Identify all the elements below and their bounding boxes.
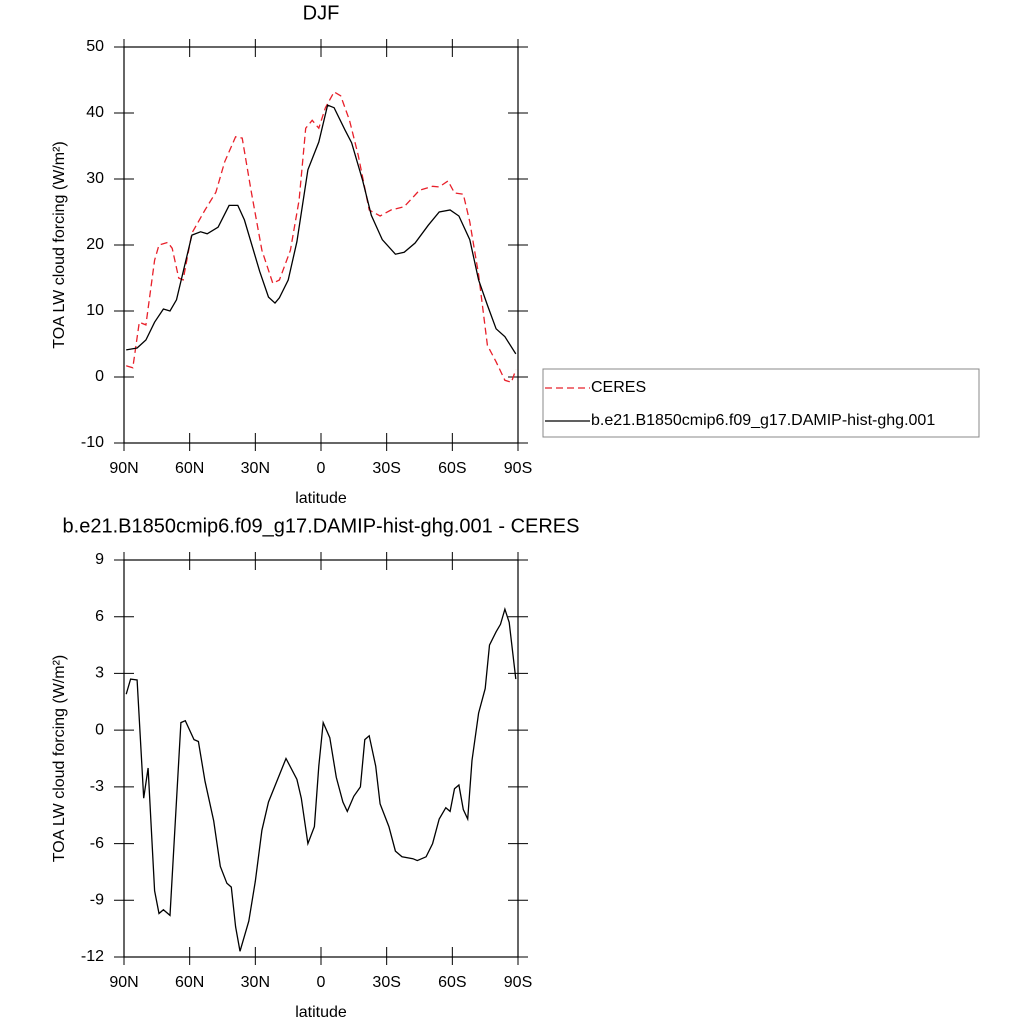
x-tick-label: 60N [175, 460, 204, 477]
y-tick-label: -12 [81, 948, 104, 965]
x-tick-label: 90S [504, 974, 532, 991]
x-tick-label: 60N [175, 974, 204, 991]
y-tick-label: -3 [90, 778, 104, 795]
y-tick-label: 9 [95, 551, 104, 568]
x-tick-label: 30N [241, 460, 270, 477]
y-tick-label: 3 [95, 665, 104, 682]
x-tick-label: 0 [317, 974, 326, 991]
y-tick-label: 0 [95, 368, 104, 385]
chart-title: DJF [303, 2, 340, 24]
x-tick-label: 30S [372, 974, 400, 991]
x-tick-label: 60S [438, 460, 466, 477]
chart-title: b.e21.B1850cmip6.f09_g17.DAMIP-hist-ghg.… [63, 515, 580, 537]
y-tick-label: 0 [95, 721, 104, 738]
data-line [126, 90, 517, 384]
y-axis-label: TOA LW cloud forcing (W/m²) [51, 655, 68, 862]
y-tick-label: 20 [86, 236, 104, 253]
x-tick-label: 90N [109, 974, 138, 991]
y-axis-label: TOA LW cloud forcing (W/m²) [51, 141, 68, 348]
x-tick-label: 0 [317, 460, 326, 477]
y-tick-label: 6 [95, 608, 104, 625]
legend-label: CERES [591, 379, 646, 396]
x-tick-label: 30N [241, 974, 270, 991]
y-tick-label: 30 [86, 170, 104, 187]
y-tick-label: 40 [86, 104, 104, 121]
x-tick-label: 60S [438, 974, 466, 991]
plot-frame [123, 46, 519, 444]
x-tick-label: 30S [372, 460, 400, 477]
plot-frame [123, 559, 519, 958]
x-axis-label: latitude [295, 490, 347, 507]
x-axis-label: latitude [295, 1004, 347, 1021]
y-tick-label: -6 [90, 835, 104, 852]
y-tick-label: -9 [90, 892, 104, 909]
data-line [125, 606, 517, 952]
y-tick-label: -10 [81, 434, 104, 451]
y-tick-label: 10 [86, 302, 104, 319]
x-tick-label: 90N [109, 460, 138, 477]
data-line [126, 104, 517, 355]
y-tick-label: 50 [86, 38, 104, 55]
legend-label: b.e21.B1850cmip6.f09_g17.DAMIP-hist-ghg.… [591, 412, 935, 429]
x-tick-label: 90S [504, 460, 532, 477]
legend-box [542, 368, 980, 438]
